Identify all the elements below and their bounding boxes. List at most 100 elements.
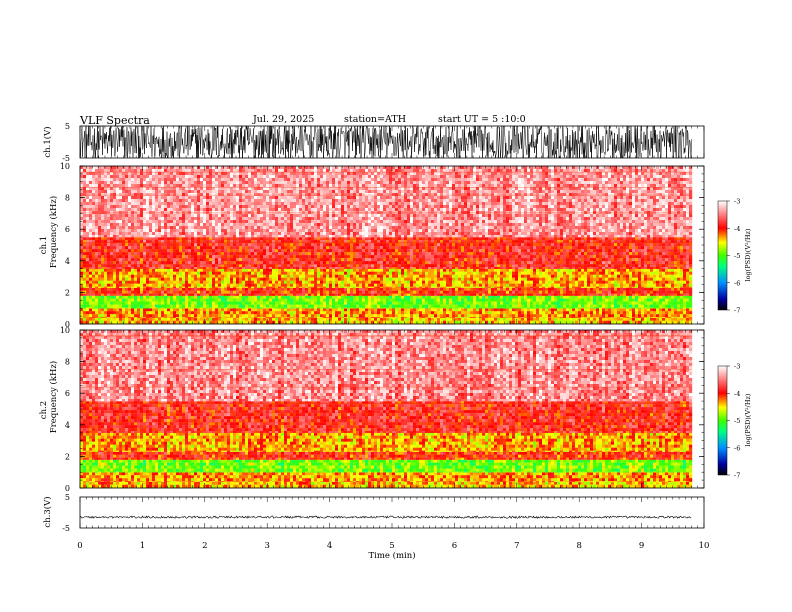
spectrogram-cell bbox=[401, 287, 405, 291]
spectrogram-cell bbox=[521, 268, 525, 272]
spectrogram-cell bbox=[389, 271, 393, 275]
spectrogram-cell bbox=[476, 277, 480, 281]
spectrogram-cell bbox=[206, 311, 210, 315]
spectrogram-cell bbox=[434, 293, 438, 296]
spectrogram-cell bbox=[140, 317, 144, 318]
spectrogram-cell bbox=[668, 314, 672, 318]
spectrogram-cell bbox=[680, 293, 684, 296]
spectrogram-cell bbox=[500, 317, 504, 318]
spectrogram-cell bbox=[674, 280, 678, 284]
spectrogram-cell bbox=[191, 271, 195, 275]
spectrogram-cell bbox=[551, 317, 555, 321]
spectrogram-cell bbox=[356, 287, 360, 291]
spectrogram-cell bbox=[323, 317, 327, 321]
spectrogram-cell bbox=[251, 277, 255, 281]
spectrogram-cell bbox=[332, 317, 336, 318]
spectrogram-cell bbox=[533, 271, 537, 275]
spectrogram-cell bbox=[155, 243, 159, 247]
spectrogram-cell bbox=[512, 287, 516, 291]
spectrogram-cell bbox=[566, 301, 570, 305]
spectrogram-cell bbox=[104, 252, 108, 256]
spectrogram-cell bbox=[398, 277, 402, 281]
spectrogram-cell bbox=[596, 280, 600, 284]
spectrogram-cell bbox=[455, 268, 459, 272]
spectrogram-cell bbox=[221, 290, 225, 294]
spectrogram-cell bbox=[98, 267, 102, 269]
spectrogram-cell bbox=[521, 277, 525, 281]
spectrogram-cell bbox=[254, 308, 258, 312]
spectrogram-cell bbox=[80, 264, 84, 268]
spectrogram-cell bbox=[362, 311, 366, 315]
spectrogram-cell bbox=[560, 314, 564, 318]
spectrogram-cell bbox=[134, 271, 138, 275]
spectrogram-cell bbox=[656, 274, 660, 278]
spectrogram-cell bbox=[152, 308, 156, 312]
spectrogram-cell bbox=[233, 311, 237, 315]
spectrogram-cell bbox=[635, 308, 639, 312]
spectrogram-cell bbox=[362, 277, 366, 281]
spectrogram-cell bbox=[644, 283, 648, 287]
spectrogram-cell bbox=[209, 301, 213, 305]
spectrogram-cell bbox=[494, 301, 498, 305]
spectrogram-cell bbox=[245, 298, 249, 302]
spectrogram-cell bbox=[554, 268, 558, 272]
spectrogram-cell bbox=[467, 307, 471, 309]
spectrogram-cell bbox=[203, 293, 207, 296]
spectrogram-cell bbox=[122, 249, 126, 253]
spectrogram-cell bbox=[491, 314, 495, 318]
spectrogram-cell bbox=[677, 283, 681, 287]
spectrogram-cell bbox=[560, 301, 564, 305]
spectrogram-cell bbox=[383, 287, 387, 291]
spectrogram-cell bbox=[125, 252, 129, 256]
spectrogram-cell bbox=[197, 264, 201, 268]
spectrogram-cell bbox=[455, 287, 459, 291]
spectrogram-cell bbox=[218, 283, 222, 287]
spectrogram-cell bbox=[200, 267, 204, 269]
spectrogram-cell bbox=[302, 317, 306, 321]
spectrogram-cell bbox=[296, 274, 300, 278]
spectrogram-cell bbox=[647, 274, 651, 278]
spectrogram-cell bbox=[470, 304, 474, 308]
spectrogram-cell bbox=[641, 268, 645, 272]
spectrogram-cell bbox=[98, 290, 102, 294]
spectrogram-cell bbox=[134, 298, 138, 302]
spectrogram-cell bbox=[482, 271, 486, 275]
spectrogram-cell bbox=[338, 314, 342, 318]
spectrogram-cell bbox=[386, 271, 390, 275]
spectrogram-cell bbox=[371, 317, 375, 318]
spectrogram-cell bbox=[461, 308, 465, 312]
spectrogram-cell bbox=[137, 267, 141, 269]
spectrogram-cell bbox=[653, 320, 657, 324]
spectrogram-cell bbox=[635, 277, 639, 281]
spectrogram-cell bbox=[374, 317, 378, 318]
spectrogram-cell bbox=[689, 295, 693, 299]
spectrogram-cell bbox=[248, 311, 252, 315]
spectrogram-cell bbox=[413, 304, 417, 308]
spectrogram-cell bbox=[512, 307, 516, 309]
spectrogram-cell bbox=[83, 287, 87, 291]
spectrogram-cell bbox=[92, 286, 96, 288]
spectrogram-cell bbox=[596, 308, 600, 312]
spectrogram-cell bbox=[287, 298, 291, 302]
spectrogram-cell bbox=[401, 295, 405, 299]
spectrogram-cell bbox=[188, 304, 192, 308]
spectrogram-cell bbox=[146, 268, 150, 272]
spectrogram-cell bbox=[404, 314, 408, 318]
spectrogram-cell bbox=[581, 320, 585, 324]
spectrogram-cell bbox=[596, 286, 600, 288]
spectrogram-cell bbox=[194, 258, 198, 262]
spectrogram-cell bbox=[170, 255, 174, 259]
spectrogram-cell bbox=[638, 286, 642, 288]
spectrogram-cell bbox=[140, 298, 144, 302]
spectrogram-cell bbox=[299, 277, 303, 281]
spectrogram-cell bbox=[194, 283, 198, 287]
spectrogram-cell bbox=[410, 317, 414, 318]
spectrogram-cell bbox=[260, 317, 264, 321]
spectrogram-cell bbox=[419, 298, 423, 302]
spectrogram-cell bbox=[521, 308, 525, 312]
spectrogram-cell bbox=[551, 283, 555, 287]
spectrogram-cell bbox=[224, 274, 228, 278]
spectrogram-cell bbox=[557, 320, 561, 324]
spectrogram-cell bbox=[401, 298, 405, 302]
spectrogram-cell bbox=[110, 255, 114, 259]
